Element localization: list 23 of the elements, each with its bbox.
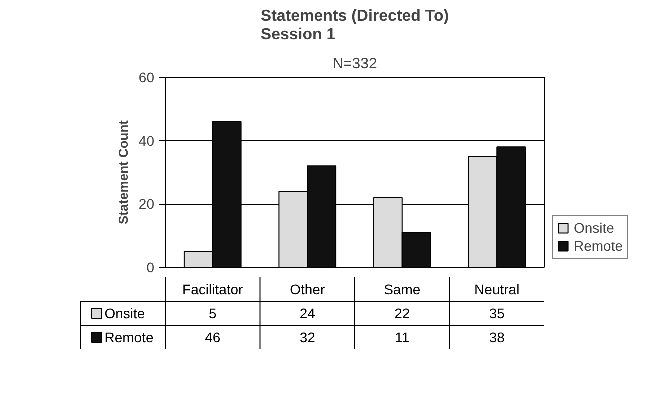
data-label: 32 [300,330,316,346]
x-tick-label: Same [384,282,421,298]
data-label: 5 [208,306,217,322]
data-label: 22 [394,306,410,322]
text: Onsite [574,220,614,236]
data-label: 35 [489,306,506,322]
data-label: 11 [395,330,410,346]
chart-subtitle: N=332 [332,56,378,72]
x-tick-label: Neutral [474,282,520,298]
y-tick-label: 20 [138,196,155,212]
legend-label: Remote [574,238,624,254]
y-tick-label: 0 [146,260,155,276]
data-label: 46 [205,330,221,346]
y-tick-label: 60 [138,70,155,86]
x-tick-label: Facilitator [182,282,244,298]
data-label: 24 [300,306,316,322]
text: Remote [104,330,154,346]
y-tick-label: 40 [138,132,155,149]
legend-label: Onsite [104,306,146,322]
chart-title: Statements (Directed To) Session 1 [260,8,450,44]
x-tick-label: Other [290,282,326,298]
y-axis-title: Statement Count [116,120,131,224]
data-label: 38 [489,330,506,346]
